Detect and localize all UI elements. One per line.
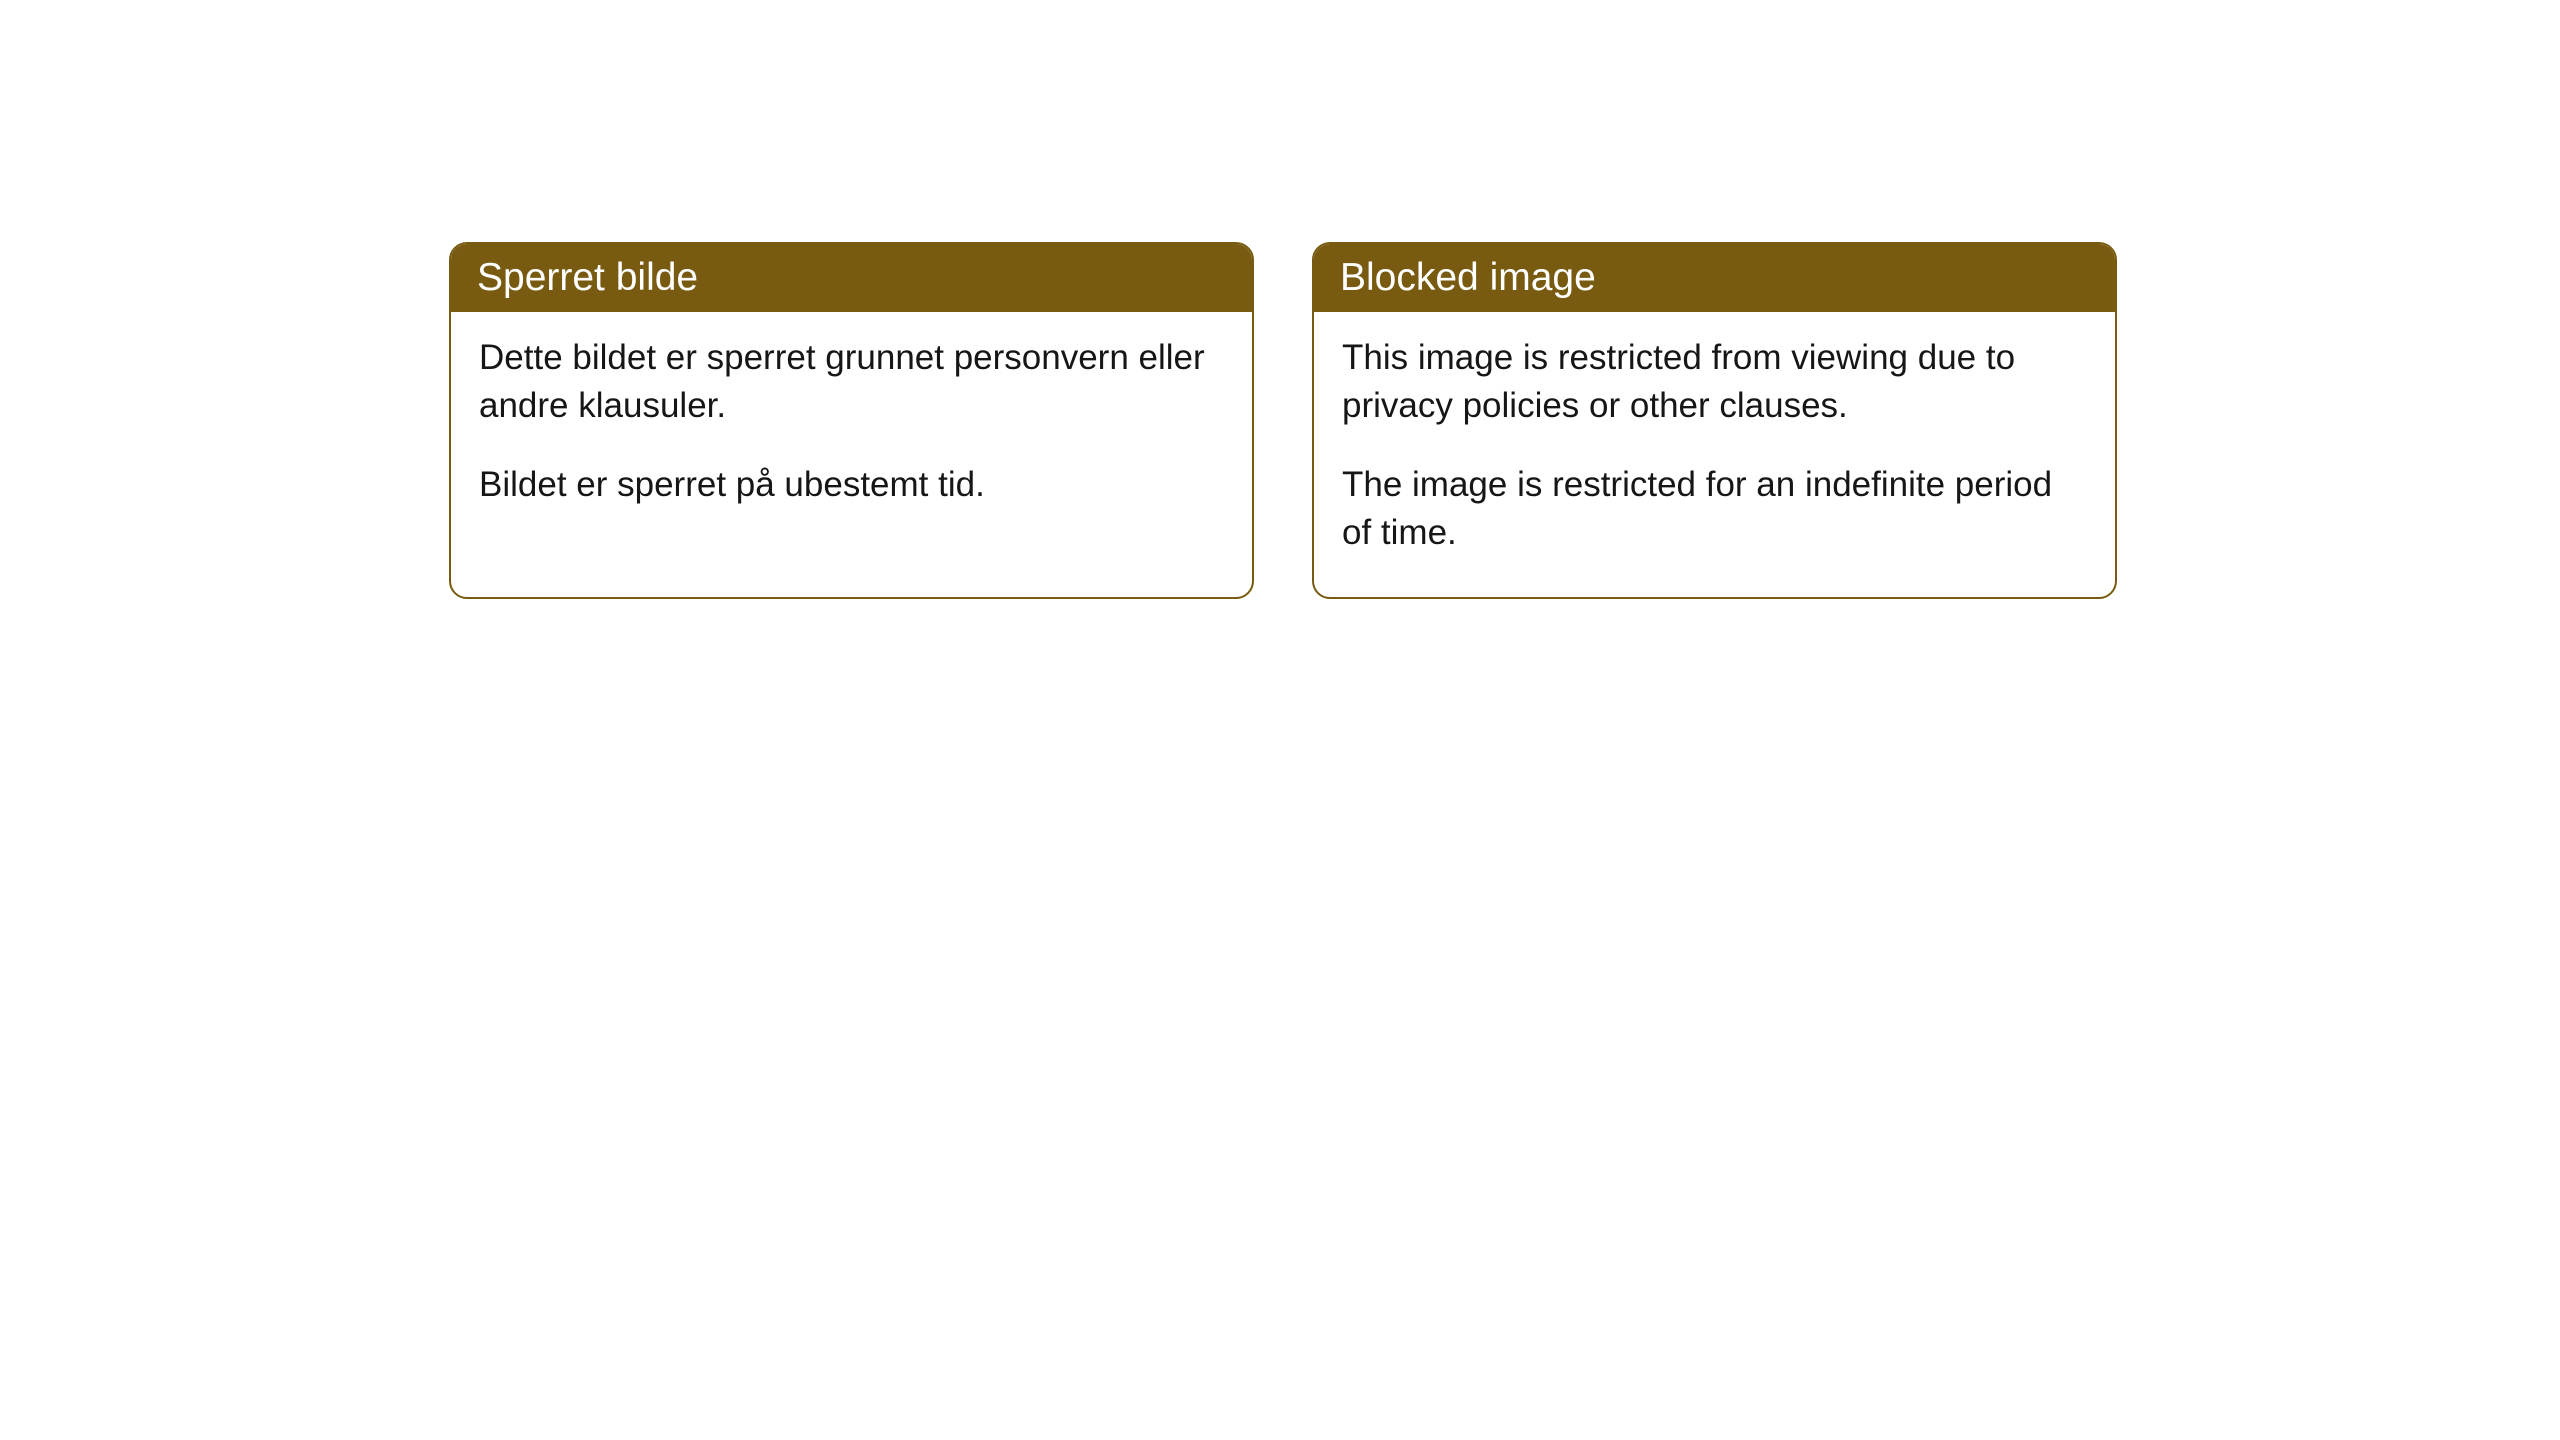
card-english: Blocked image This image is restricted f…: [1312, 242, 2117, 599]
card-text-line-1: This image is restricted from viewing du…: [1342, 334, 2087, 431]
card-text-line-2: The image is restricted for an indefinit…: [1342, 461, 2087, 558]
card-header-english: Blocked image: [1314, 244, 2115, 312]
card-header-norwegian: Sperret bilde: [451, 244, 1252, 312]
card-body-english: This image is restricted from viewing du…: [1314, 312, 2115, 597]
cards-container: Sperret bilde Dette bildet er sperret gr…: [449, 242, 2560, 599]
card-body-norwegian: Dette bildet er sperret grunnet personve…: [451, 312, 1252, 549]
card-text-line-2: Bildet er sperret på ubestemt tid.: [479, 461, 1224, 509]
card-text-line-1: Dette bildet er sperret grunnet personve…: [479, 334, 1224, 431]
card-norwegian: Sperret bilde Dette bildet er sperret gr…: [449, 242, 1254, 599]
